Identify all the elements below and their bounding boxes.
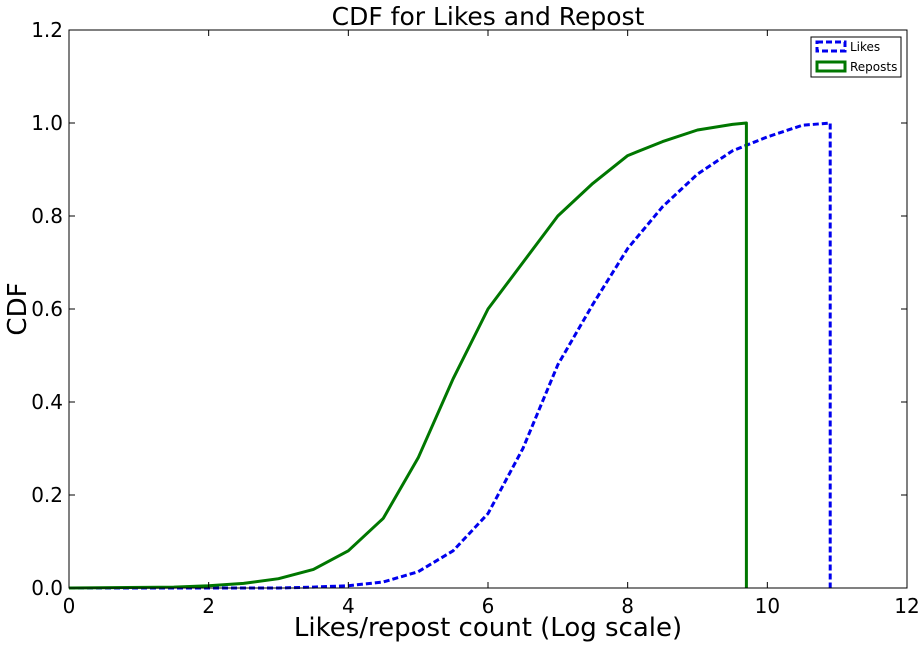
legend-swatch-reposts bbox=[815, 60, 847, 73]
y-tick-label: 1.2 bbox=[31, 18, 63, 42]
series-line-likes bbox=[69, 121, 832, 590]
x-tick-label: 10 bbox=[755, 594, 780, 618]
x-tick-label: 2 bbox=[202, 594, 215, 618]
y-tick-label: 0.4 bbox=[31, 390, 63, 414]
series-line-reposts bbox=[68, 121, 748, 590]
x-tick-label: 4 bbox=[342, 594, 355, 618]
tick-layer: 0 2 4 6 8 10 12 0.0 0.2 0.4 0.6 0.8 1.0 1.2 bbox=[31, 18, 920, 618]
x-tick-label: 8 bbox=[621, 594, 634, 618]
x-axis-label: Likes/repost count (Log scale) bbox=[294, 613, 682, 643]
chart-title: CDF for Likes and Repost bbox=[332, 2, 645, 31]
x-tick-label: 0 bbox=[63, 594, 76, 618]
y-tick-label: 0.8 bbox=[31, 204, 63, 228]
y-tick-label: 0.2 bbox=[31, 483, 63, 507]
y-tick-label: 1.0 bbox=[31, 111, 63, 135]
x-tick-label: 12 bbox=[894, 594, 919, 618]
y-tick-label: 0.0 bbox=[31, 576, 63, 600]
series-layer bbox=[68, 121, 832, 590]
legend: Likes Reposts bbox=[810, 36, 902, 78]
legend-label-reposts: Reposts bbox=[850, 60, 897, 74]
y-tick-label: 0.6 bbox=[31, 297, 63, 321]
legend-swatch-likes bbox=[815, 40, 847, 53]
y-axis-label: CDF bbox=[3, 282, 33, 335]
legend-label-likes: Likes bbox=[850, 40, 880, 54]
x-tick-label: 6 bbox=[482, 594, 495, 618]
